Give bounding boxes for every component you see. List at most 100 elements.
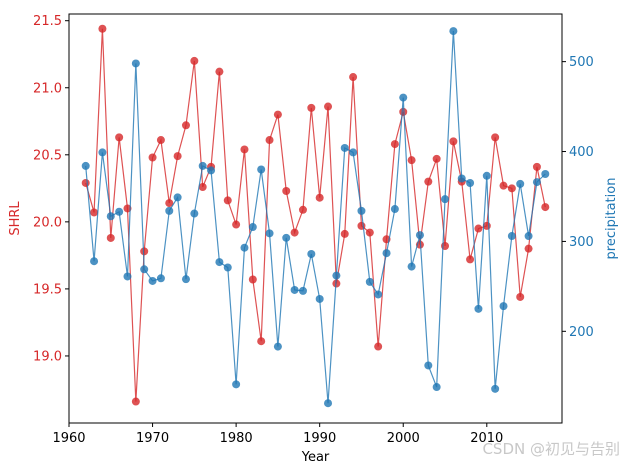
data-point-precipitation xyxy=(424,361,433,370)
data-point-SHRL xyxy=(499,181,508,190)
data-point-SHRL xyxy=(81,178,90,187)
data-point-precipitation xyxy=(81,161,90,170)
data-point-precipitation xyxy=(516,179,525,188)
data-point-SHRL xyxy=(115,133,124,142)
data-point-SHRL xyxy=(282,187,291,196)
right-tick-label: 200 xyxy=(569,325,594,340)
left-tick-label: 21.0 xyxy=(33,81,62,96)
data-point-precipitation xyxy=(382,249,391,258)
data-point-SHRL xyxy=(374,342,383,351)
data-point-precipitation xyxy=(257,165,266,174)
data-point-SHRL xyxy=(516,292,525,301)
data-point-precipitation xyxy=(115,207,124,216)
data-point-precipitation xyxy=(273,342,282,351)
data-point-SHRL xyxy=(324,102,333,111)
data-point-precipitation xyxy=(307,250,316,259)
data-point-SHRL xyxy=(140,247,149,256)
right-tick-label: 500 xyxy=(569,55,594,70)
data-point-SHRL xyxy=(265,136,274,145)
data-point-SHRL xyxy=(223,196,232,205)
data-point-precipitation xyxy=(156,274,165,283)
data-point-SHRL xyxy=(290,228,299,237)
data-point-precipitation xyxy=(491,384,500,393)
data-point-precipitation xyxy=(290,285,299,294)
data-point-precipitation xyxy=(223,263,232,272)
data-point-precipitation xyxy=(173,193,182,202)
data-point-precipitation xyxy=(449,27,458,36)
data-point-SHRL xyxy=(148,153,157,162)
data-point-precipitation xyxy=(123,272,132,281)
data-point-SHRL xyxy=(524,244,533,253)
data-point-precipitation xyxy=(98,148,107,157)
data-point-SHRL xyxy=(407,156,416,165)
data-point-SHRL xyxy=(173,152,182,161)
data-point-precipitation xyxy=(407,262,416,271)
data-point-SHRL xyxy=(541,203,550,212)
data-point-precipitation xyxy=(415,231,424,240)
data-point-SHRL xyxy=(181,121,190,130)
data-point-SHRL xyxy=(156,136,165,145)
data-point-SHRL xyxy=(365,228,374,237)
right-axis-title: precipitation xyxy=(604,178,619,260)
data-point-precipitation xyxy=(198,161,207,170)
data-point-precipitation xyxy=(466,178,475,187)
data-point-SHRL xyxy=(399,107,408,116)
data-point-precipitation xyxy=(106,212,115,221)
data-point-SHRL xyxy=(507,184,516,193)
data-point-precipitation xyxy=(265,229,274,238)
data-point-SHRL xyxy=(190,56,199,65)
data-point-precipitation xyxy=(482,171,491,180)
x-tick-label: 1970 xyxy=(136,431,169,446)
data-point-precipitation xyxy=(232,380,241,389)
data-point-precipitation xyxy=(441,195,450,204)
left-tick-label: 20.5 xyxy=(33,148,62,163)
data-point-precipitation xyxy=(340,143,349,152)
x-tick-label: 1960 xyxy=(52,431,85,446)
data-point-SHRL xyxy=(432,154,441,163)
data-point-precipitation xyxy=(207,166,216,175)
data-point-precipitation xyxy=(148,276,157,285)
data-point-SHRL xyxy=(240,145,249,154)
data-point-SHRL xyxy=(248,275,257,284)
data-point-precipitation xyxy=(298,286,307,295)
data-point-SHRL xyxy=(307,103,316,112)
data-point-precipitation xyxy=(399,93,408,102)
x-tick-label: 2010 xyxy=(470,431,503,446)
series-precipitation xyxy=(81,27,550,408)
right-tick-label: 400 xyxy=(569,145,594,160)
data-point-SHRL xyxy=(424,177,433,186)
data-point-precipitation xyxy=(315,294,324,303)
data-point-precipitation xyxy=(507,232,516,241)
left-tick-label: 21.5 xyxy=(33,14,62,29)
data-point-precipitation xyxy=(432,383,441,392)
x-axis-title: Year xyxy=(301,450,330,465)
data-point-precipitation xyxy=(474,304,483,313)
left-axis: 19.0 19.5 20.0 20.5 21.0 21.5 xyxy=(33,14,69,364)
data-point-SHRL xyxy=(390,140,399,149)
data-point-precipitation xyxy=(541,170,550,178)
data-point-SHRL xyxy=(90,208,99,217)
plot-frame xyxy=(68,13,563,424)
data-point-precipitation xyxy=(190,209,199,218)
data-point-SHRL xyxy=(232,220,241,229)
left-axis-title: SHRL xyxy=(8,201,23,236)
data-point-SHRL xyxy=(131,397,140,406)
right-axis: 200 300 400 500 xyxy=(562,55,594,340)
series-layer xyxy=(81,24,550,408)
data-point-precipitation xyxy=(240,243,249,252)
data-point-precipitation xyxy=(332,271,341,280)
data-point-precipitation xyxy=(181,275,190,284)
right-tick-label: 300 xyxy=(569,235,594,250)
x-tick-label: 2000 xyxy=(387,431,420,446)
data-point-precipitation xyxy=(374,290,383,299)
data-point-precipitation xyxy=(90,257,99,266)
data-point-precipitation xyxy=(165,206,174,215)
data-point-SHRL xyxy=(340,229,349,238)
data-point-SHRL xyxy=(349,73,358,82)
x-axis: 1960 1970 1980 1990 2000 2010 xyxy=(52,423,503,446)
data-point-SHRL xyxy=(215,67,224,76)
left-tick-label: 20.0 xyxy=(33,215,62,230)
data-point-precipitation xyxy=(282,233,291,242)
data-point-precipitation xyxy=(215,258,224,267)
